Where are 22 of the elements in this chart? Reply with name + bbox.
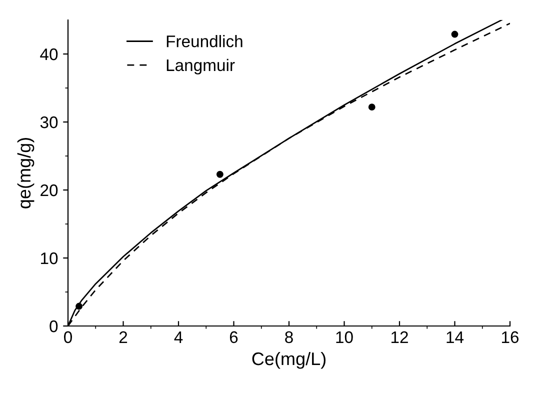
x-tick-label: 6 [230, 331, 238, 344]
point [76, 302, 83, 310]
y-tick-label: 30 [40, 116, 58, 128]
y-tick-label: 0 [50, 320, 58, 332]
x-tick-label: 14 [446, 331, 464, 343]
x-tick-label: 10 [336, 331, 353, 344]
y-tick-label: 10 [41, 252, 58, 264]
point [451, 30, 458, 38]
x-axis-title: Ce(mg/L) [252, 352, 326, 369]
x-tick-label: 16 [502, 331, 519, 344]
y-tick-label: 20 [40, 184, 58, 196]
x-tick-label: 4 [174, 331, 183, 343]
point [368, 104, 376, 111]
x-tick-label: 12 [392, 331, 408, 343]
y-axis-title: qe(mg/g) [17, 138, 34, 208]
x-tick-label: 8 [285, 331, 293, 344]
x-tick-label: 2 [119, 331, 128, 343]
legend-label: Langmuir [166, 58, 235, 74]
x-tick-label: 0 [64, 331, 72, 344]
point [216, 170, 224, 178]
legend-label: Freundlich [166, 35, 242, 48]
y-tick-label: 40 [40, 48, 58, 60]
